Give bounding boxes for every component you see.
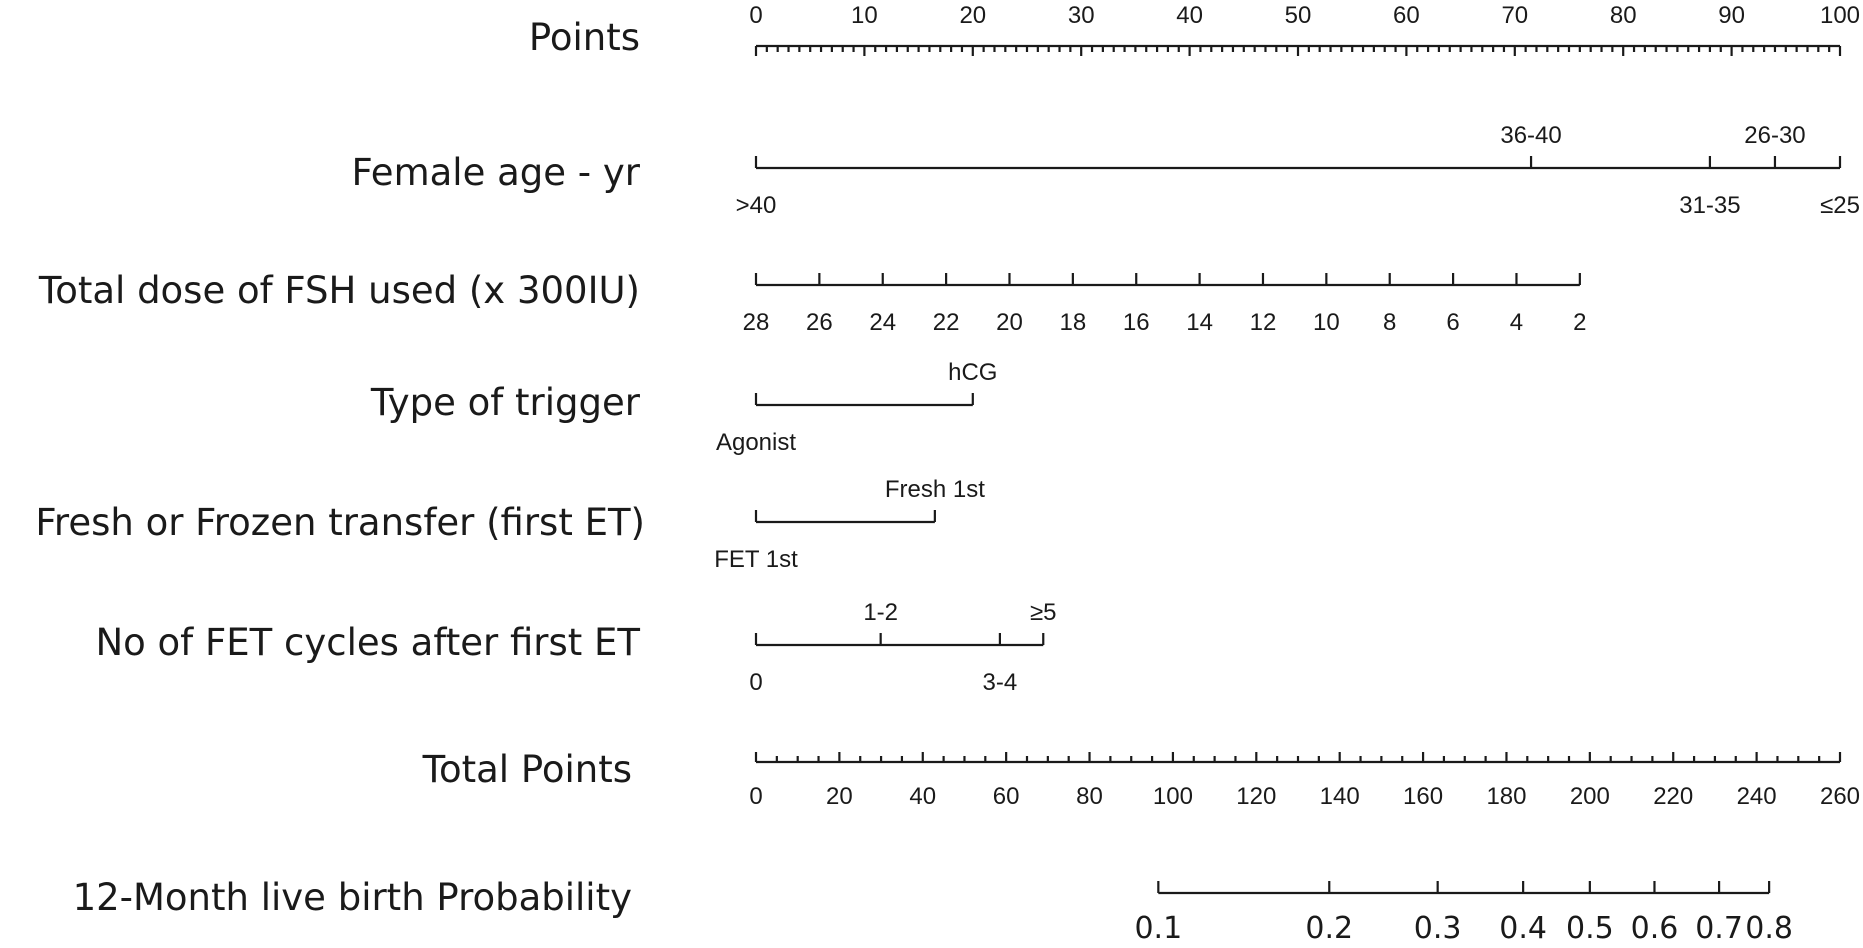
fsh-dose-tick-label: 8 bbox=[1383, 309, 1396, 336]
fsh-dose-tick-label: 12 bbox=[1250, 309, 1277, 336]
fsh-dose-tick-label: 18 bbox=[1060, 309, 1087, 336]
total-points-tick-label: 240 bbox=[1737, 783, 1777, 810]
live-birth-prob-tick-label: 0.5 bbox=[1566, 911, 1614, 946]
fsh-dose-tick-label: 14 bbox=[1186, 309, 1213, 336]
fet-cycles-category-label: ≥5 bbox=[1030, 599, 1057, 626]
points-tick-label: 90 bbox=[1718, 2, 1745, 29]
fsh-dose-tick-label: 20 bbox=[996, 309, 1023, 336]
fsh-dose-tick-label: 22 bbox=[933, 309, 960, 336]
female-age-category-label: 36-40 bbox=[1500, 122, 1561, 149]
live-birth-prob-tick-label: 0.3 bbox=[1414, 911, 1462, 946]
live-birth-prob-tick-label: 0.6 bbox=[1631, 911, 1679, 946]
points-tick-label: 50 bbox=[1285, 2, 1312, 29]
row-label-fet-cycles: No of FET cycles after first ET bbox=[95, 621, 640, 664]
row-label-female-age: Female age - yr bbox=[352, 151, 641, 194]
fsh-dose-tick-label: 26 bbox=[806, 309, 833, 336]
fet-cycles-category-label: 1-2 bbox=[863, 599, 898, 626]
total-points-tick-label: 200 bbox=[1570, 783, 1610, 810]
live-birth-prob-tick-label: 0.1 bbox=[1134, 911, 1182, 946]
female-age-category-label: ≤25 bbox=[1820, 192, 1860, 219]
total-points-tick-label: 140 bbox=[1320, 783, 1360, 810]
total-points-tick-label: 20 bbox=[826, 783, 853, 810]
female-age-category-label: 31-35 bbox=[1679, 192, 1740, 219]
total-points-tick-label: 180 bbox=[1486, 783, 1526, 810]
row-label-fresh-frozen: Fresh or Frozen transfer (first ET) bbox=[35, 501, 645, 544]
fresh-frozen-category-label: FET 1st bbox=[714, 546, 798, 573]
points-tick-label: 30 bbox=[1068, 2, 1095, 29]
points-tick-label: 70 bbox=[1501, 2, 1528, 29]
fsh-dose-tick-label: 28 bbox=[743, 309, 770, 336]
row-label-live-birth-prob: 12-Month live birth Probability bbox=[73, 876, 632, 919]
row-label-fsh-dose: Total dose of FSH used (x 300IU) bbox=[38, 269, 640, 312]
points-tick-label: 20 bbox=[959, 2, 986, 29]
fsh-dose-tick-label: 4 bbox=[1510, 309, 1523, 336]
row-label-trigger: Type of trigger bbox=[370, 381, 641, 424]
live-birth-prob-tick-label: 0.4 bbox=[1499, 911, 1547, 946]
points-tick-label: 40 bbox=[1176, 2, 1203, 29]
fsh-dose-tick-label: 16 bbox=[1123, 309, 1150, 336]
total-points-tick-label: 0 bbox=[749, 783, 762, 810]
row-label-total-points: Total Points bbox=[422, 748, 632, 791]
points-tick-label: 80 bbox=[1610, 2, 1637, 29]
fresh-frozen-category-label: Fresh 1st bbox=[885, 476, 985, 503]
chart-marks: 0 10 20 30 40 50 60 70 80 90 100>4036-4031-3526-30… bbox=[714, 2, 1860, 946]
total-points-tick-label: 100 bbox=[1153, 783, 1193, 810]
fsh-dose-tick-label: 10 bbox=[1313, 309, 1340, 336]
total-points-tick-label: 80 bbox=[1076, 783, 1103, 810]
trigger-category-label: Agonist bbox=[716, 429, 796, 456]
points-tick-label: 10 bbox=[851, 2, 878, 29]
fet-cycles-category-label: 3-4 bbox=[983, 669, 1018, 696]
points-tick-label: 60 bbox=[1393, 2, 1420, 29]
total-points-tick-label: 120 bbox=[1236, 783, 1276, 810]
total-points-tick-label: 220 bbox=[1653, 783, 1693, 810]
row-label-points: Points bbox=[529, 16, 640, 59]
fet-cycles-category-label: 0 bbox=[749, 669, 762, 696]
total-points-tick-label: 160 bbox=[1403, 783, 1443, 810]
fsh-dose-tick-label: 24 bbox=[869, 309, 896, 336]
fsh-dose-tick-label: 2 bbox=[1573, 309, 1586, 336]
female-age-category-label: 26-30 bbox=[1744, 122, 1805, 149]
live-birth-prob-tick-label: 0.2 bbox=[1305, 911, 1353, 946]
row-labels: Points Female age - yr Total dose of FSH… bbox=[35, 16, 645, 919]
live-birth-prob-tick-label: 0.8 bbox=[1745, 911, 1793, 946]
total-points-tick-label: 60 bbox=[993, 783, 1020, 810]
total-points-tick-label: 260 bbox=[1820, 783, 1860, 810]
points-tick-label: 100 bbox=[1820, 2, 1860, 29]
live-birth-prob-tick-label: 0.7 bbox=[1695, 911, 1743, 946]
fsh-dose-tick-label: 6 bbox=[1446, 309, 1459, 336]
female-age-category-label: >40 bbox=[736, 192, 777, 219]
points-tick-label: 0 bbox=[749, 2, 762, 29]
total-points-tick-label: 40 bbox=[909, 783, 936, 810]
trigger-category-label: hCG bbox=[948, 359, 997, 386]
